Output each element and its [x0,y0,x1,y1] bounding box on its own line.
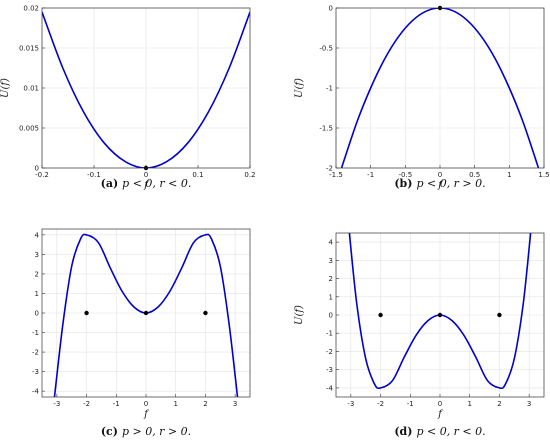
x-tick-label: -1 [407,400,414,408]
caption-letter: (d) [394,425,412,438]
x-tick-label: 0.1 [192,171,203,179]
y-tick-label: 3 [35,251,39,259]
x-tick-label: -2 [377,400,384,408]
y-tick-label: -1 [326,85,333,93]
y-tick-label: 3 [329,257,333,265]
x-tick-label: 1 [467,400,471,408]
y-tick-label: 2 [35,270,39,278]
x-tick-label: 1.5 [538,171,549,179]
equilibrium-point [437,312,443,318]
y-tick-label: 4 [329,239,334,247]
y-tick-label: 0.02 [23,5,39,13]
x-axis-label: f [143,180,150,191]
equilibrium-point [497,312,502,318]
x-tick-label: -0.2 [35,171,49,179]
y-tick-label: 0.01 [23,85,39,93]
y-tick-label: 0 [35,310,39,318]
y-axis-label: U(f) [0,78,11,98]
y-tick-label: -4 [32,388,40,396]
y-tick-label: -1 [32,329,39,337]
y-tick-label: 0.005 [19,125,39,133]
x-tick-label: 3 [233,400,237,408]
equilibrium-point [84,310,89,316]
plot-frame [41,228,251,398]
caption-letter: (b) [394,177,412,190]
y-tick-label: 0 [35,165,39,173]
panel-caption: (c) p > 0, r > 0. [101,425,191,438]
x-tick-label: -3 [53,400,60,408]
y-axis-label: U(f) [294,305,305,325]
panel-caption: (b) p < 0, r > 0. [394,177,485,190]
y-axis-label: U(f) [294,78,305,98]
x-tick-label: 2 [203,400,207,408]
y-tick-label: 1 [35,290,39,298]
y-tick-label: 4 [35,231,40,239]
x-tick-label: 1 [173,400,177,408]
caption-condition: p < 0, r < 0. [416,425,485,438]
panel-c: -3 -2 -1 0 1 2 3 -4 -3 -2 -1 0 1 2 3 4 f (c) p > 0, r > 0. [32,228,251,438]
panel-caption: (a) p < 0, r < 0. [101,177,192,190]
series-line [340,8,540,168]
panel-a: -0.2 -0.1 0 0.1 0.2 0 0.005 0.01 0.015 0.02 f U(f) (… [0,5,256,192]
x-tick-label: -0.5 [398,171,412,179]
y-tick-label: -1 [326,330,333,338]
x-tick-label: 3 [527,400,531,408]
x-axis-label: f [437,180,444,191]
y-tick-label: 2 [329,275,333,283]
panel-caption: (d) p < 0, r < 0. [394,425,485,438]
caption-condition: p > 0, r > 0. [122,425,191,438]
y-tick-label: 0.015 [19,45,39,53]
x-axis-label: f [437,409,444,420]
x-tick-label: 0 [438,171,442,179]
caption-condition: p < 0, r > 0. [416,177,485,190]
y-tick-label: -2 [326,165,333,173]
x-tick-label: 0.2 [244,171,255,179]
x-tick-label: 1 [507,171,511,179]
y-tick-label: -1.5 [319,125,333,133]
y-tick-label: -2 [326,348,333,356]
plot-frame [335,232,545,398]
y-tick-label: -2 [32,349,39,357]
x-tick-label: 0 [144,400,148,408]
x-axis-label: f [143,409,150,420]
x-tick-label: 0 [438,400,442,408]
y-tick-label: 0 [329,312,333,320]
y-tick-label: 0 [329,5,333,13]
equilibrium-point [203,310,208,316]
y-tick-label: -4 [326,384,334,392]
series-line [42,11,250,168]
x-tick-label: -0.1 [87,171,101,179]
x-tick-label: 0.5 [469,171,480,179]
caption-letter: (c) [101,425,118,438]
caption-condition: p < 0, r < 0. [122,177,191,190]
x-tick-label: -1 [113,400,120,408]
x-tick-label: -1.5 [329,171,343,179]
equilibrium-point [143,310,149,316]
y-tick-label: -3 [32,368,39,376]
panel-d: -3 -2 -1 0 1 2 3 -4 -3 -2 -1 0 1 2 3 4 f U(f) (d) p < 0, r … [294,232,545,438]
x-tick-label: -2 [83,400,90,408]
x-tick-label: 0 [144,171,148,179]
y-tick-label: 1 [329,293,333,301]
y-tick-label: -3 [326,366,333,374]
equilibrium-point [378,312,383,318]
caption-letter: (a) [101,177,119,190]
plot-frame [335,7,545,169]
x-tick-label: 2 [497,400,501,408]
plot-frame [41,7,251,169]
x-tick-label: -3 [347,400,354,408]
x-tick-label: -1 [367,171,374,179]
y-tick-label: -0.5 [319,45,333,53]
